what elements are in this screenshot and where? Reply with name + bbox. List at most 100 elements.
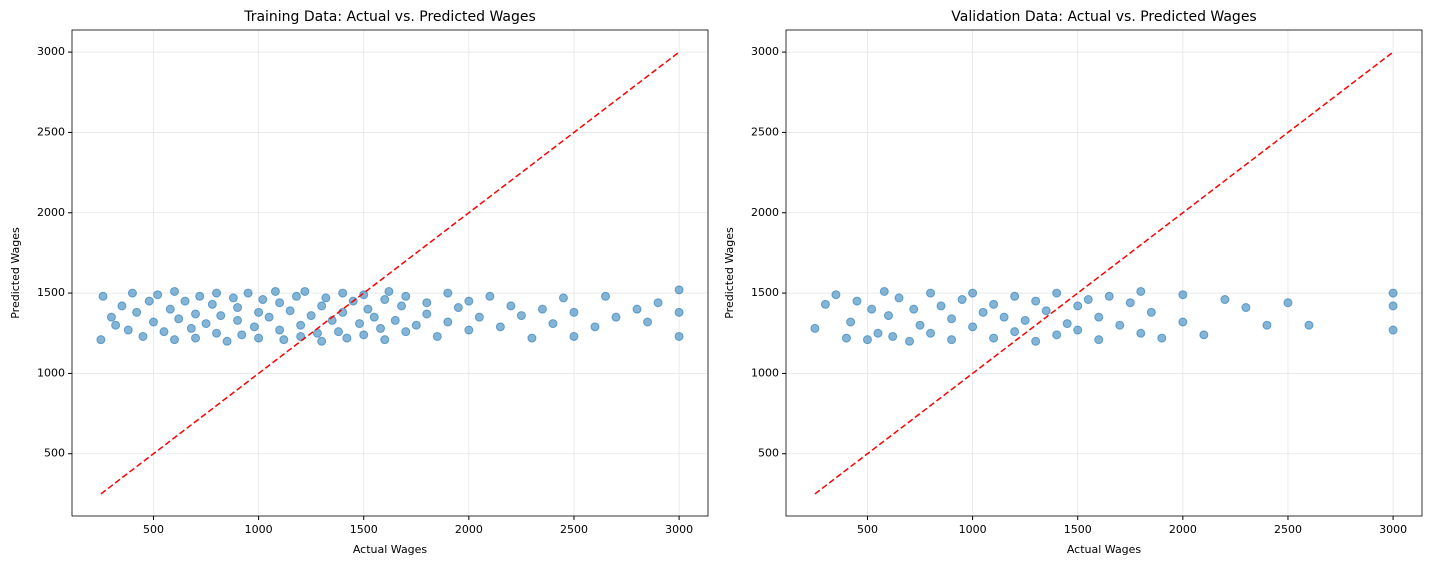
point <box>180 296 190 306</box>
point <box>363 304 373 314</box>
point <box>1041 306 1051 316</box>
point <box>989 299 999 309</box>
point <box>376 323 386 333</box>
point <box>96 335 106 345</box>
point <box>909 304 919 314</box>
point <box>674 331 684 341</box>
point <box>978 307 988 317</box>
point <box>611 312 621 322</box>
point <box>300 286 310 296</box>
point <box>453 303 463 313</box>
point <box>169 335 179 345</box>
point <box>852 296 862 306</box>
point <box>233 315 243 325</box>
point <box>380 295 390 305</box>
point <box>915 320 925 330</box>
point <box>401 327 411 337</box>
point <box>369 312 379 322</box>
point <box>306 311 316 321</box>
point <box>338 288 348 298</box>
point <box>174 314 184 324</box>
x-axis-label: Actual Wages <box>353 543 428 556</box>
point <box>1136 286 1146 296</box>
chart-title: Validation Data: Actual vs. Predicted Wa… <box>951 9 1256 25</box>
point <box>1262 320 1272 330</box>
point <box>422 298 432 308</box>
point <box>296 331 306 341</box>
point <box>968 322 978 332</box>
point <box>411 320 421 330</box>
x-tick-label: 3000 <box>1379 523 1407 536</box>
point <box>296 320 306 330</box>
x-tick-label: 2000 <box>455 523 483 536</box>
y-axis-label: Predicted Wages <box>9 227 22 319</box>
y-tick-label: 2500 <box>37 125 65 138</box>
y-tick-label: 1500 <box>751 286 779 299</box>
point <box>195 291 205 301</box>
point <box>1178 317 1188 327</box>
y-tick-label: 500 <box>44 447 65 460</box>
point <box>1388 325 1398 335</box>
point <box>106 312 116 322</box>
y-tick-label: 3000 <box>751 45 779 58</box>
point <box>117 301 127 311</box>
point <box>674 285 684 295</box>
point <box>254 333 264 343</box>
y-tick-label: 500 <box>758 447 779 460</box>
point <box>632 304 642 314</box>
point <box>841 333 851 343</box>
point <box>867 304 877 314</box>
point <box>186 323 196 333</box>
y-tick-label: 2000 <box>37 206 65 219</box>
chart-title: Training Data: Actual vs. Predicted Wage… <box>243 9 536 25</box>
x-tick-label: 2000 <box>1169 523 1197 536</box>
point <box>144 296 154 306</box>
point <box>537 304 547 314</box>
point <box>1031 296 1041 306</box>
point <box>138 331 148 341</box>
point <box>384 286 394 296</box>
point <box>317 336 327 346</box>
axes-frame <box>71 29 709 517</box>
point <box>474 312 484 322</box>
point <box>569 331 579 341</box>
point <box>936 301 946 311</box>
x-tick-label: 3000 <box>665 523 693 536</box>
point <box>999 312 1009 322</box>
point <box>237 330 247 340</box>
point <box>222 336 232 346</box>
point <box>590 322 600 332</box>
x-tick-label: 2500 <box>560 523 588 536</box>
point <box>1062 319 1072 329</box>
y-tick-label: 1000 <box>37 366 65 379</box>
x-tick-label: 1500 <box>350 523 378 536</box>
point <box>1094 335 1104 345</box>
x-tick-label: 1000 <box>959 523 987 536</box>
point <box>390 315 400 325</box>
point <box>243 288 253 298</box>
y-axis-label: Predicted Wages <box>723 227 736 319</box>
point <box>321 293 331 303</box>
point <box>285 306 295 316</box>
y-tick-label: 2000 <box>751 206 779 219</box>
point <box>228 293 238 303</box>
point <box>957 295 967 305</box>
point <box>380 335 390 345</box>
point <box>926 288 936 298</box>
point <box>355 319 365 329</box>
point <box>1125 298 1135 308</box>
point <box>1178 290 1188 300</box>
axes-frame <box>785 29 1423 517</box>
point <box>862 335 872 345</box>
point <box>148 317 158 327</box>
point <box>201 319 211 329</box>
point <box>191 333 201 343</box>
point <box>516 311 526 321</box>
point <box>810 323 820 333</box>
point <box>397 301 407 311</box>
point <box>1283 298 1293 308</box>
point <box>989 333 999 343</box>
reference-line <box>100 51 680 495</box>
point <box>873 328 883 338</box>
point <box>894 293 904 303</box>
